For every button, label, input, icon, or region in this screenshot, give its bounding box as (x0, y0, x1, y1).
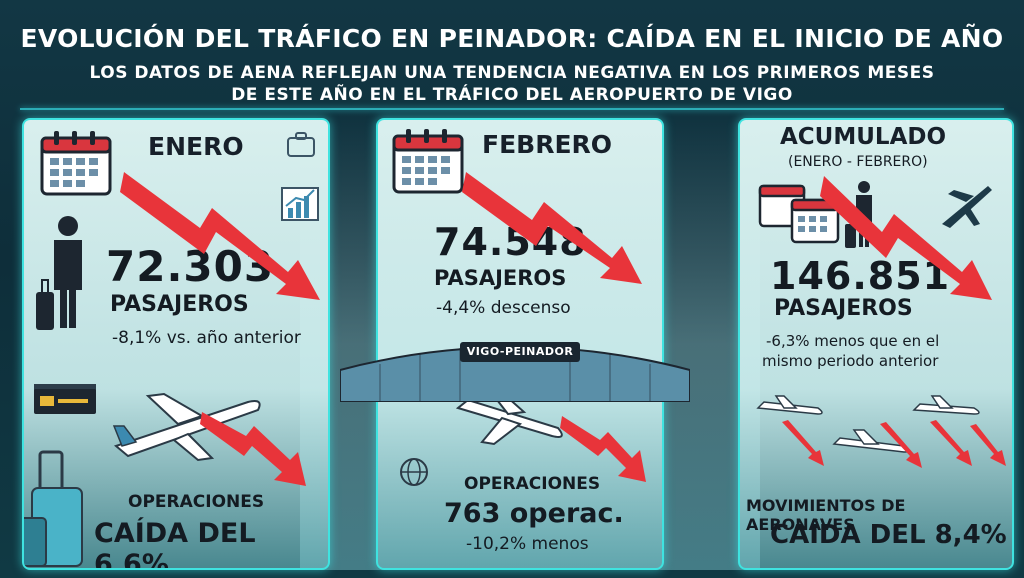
suitcase-icon (24, 450, 83, 567)
acumulado-passengers-change-line1: -6,3% menos que en el (766, 332, 940, 350)
enero-passengers-change: -8,1% vs. año anterior (112, 328, 301, 348)
calendar-icon (392, 129, 464, 194)
page-subtitle-line1: LOS DATOS DE AENA REFLEJAN UNA TENDENCIA… (89, 63, 935, 83)
top-divider (20, 108, 1004, 110)
acumulado-movements-change: CAÍDA DEL 8,4% (770, 520, 1007, 550)
acumulado-passengers-change-line2: mismo periodo anterior (762, 352, 939, 370)
acumulado-period: (ENERO - FEBRERO) (788, 154, 928, 170)
down-trend-arrow-icon (120, 172, 320, 300)
enero-title: ENERO (148, 132, 244, 161)
terminal-building-illustration (340, 346, 690, 402)
airplane-icon (942, 186, 992, 228)
panel-enero: ENERO 72.303 PASAJEROS -8,1% vs. año ant… (22, 118, 330, 570)
departures-board-icon (34, 384, 96, 414)
airplane-icon (756, 395, 980, 453)
enero-passengers-label: PASAJEROS (110, 292, 249, 317)
calendar-icon (40, 131, 112, 196)
bar-chart-icon (281, 187, 319, 221)
febrero-passengers-label: PASAJEROS (434, 266, 567, 290)
terminal-sign: VIGO-PEINADOR (460, 342, 580, 362)
acumulado-title: ACUMULADO (780, 124, 947, 150)
acumulado-movements-label: MOVIMIENTOS DE AERONAVES (746, 496, 906, 534)
suitcase-icon (287, 132, 315, 157)
person-with-suitcase-icon (36, 216, 82, 330)
febrero-operations-label: OPERACIONES (464, 474, 601, 494)
febrero-passengers-change: -4,4% descenso (436, 298, 571, 318)
down-trend-arrow-icon (782, 420, 1006, 468)
down-trend-arrow-icon (560, 416, 646, 482)
febrero-operations-change: -10,2% menos (466, 534, 589, 554)
panel-febrero: FEBRERO 74.548 PASAJEROS -4,4% descenso … (376, 118, 664, 570)
down-trend-arrow-icon (820, 176, 992, 300)
febrero-operations-value: 763 operac. (444, 498, 624, 529)
globe-icon (400, 458, 428, 486)
down-trend-arrow-icon (462, 172, 642, 284)
acumulado-passengers-label: PASAJEROS (774, 296, 913, 321)
enero-operations-change: CAÍDA DEL 6,6% (94, 518, 256, 570)
page-subtitle-line2: DE ESTE AÑO EN EL TRÁFICO DEL AEROPUERTO… (231, 85, 793, 105)
enero-operations-label: OPERACIONES (128, 492, 265, 512)
airplane-icon (112, 392, 261, 462)
acumulado-passengers-value: 146.851 (770, 254, 951, 298)
febrero-title: FEBRERO (482, 130, 613, 159)
page-title: EVOLUCIÓN DEL TRÁFICO EN PEINADOR: CAÍDA… (20, 24, 1004, 53)
down-trend-arrow-icon (200, 412, 306, 486)
header: EVOLUCIÓN DEL TRÁFICO EN PEINADOR: CAÍDA… (0, 22, 1024, 106)
